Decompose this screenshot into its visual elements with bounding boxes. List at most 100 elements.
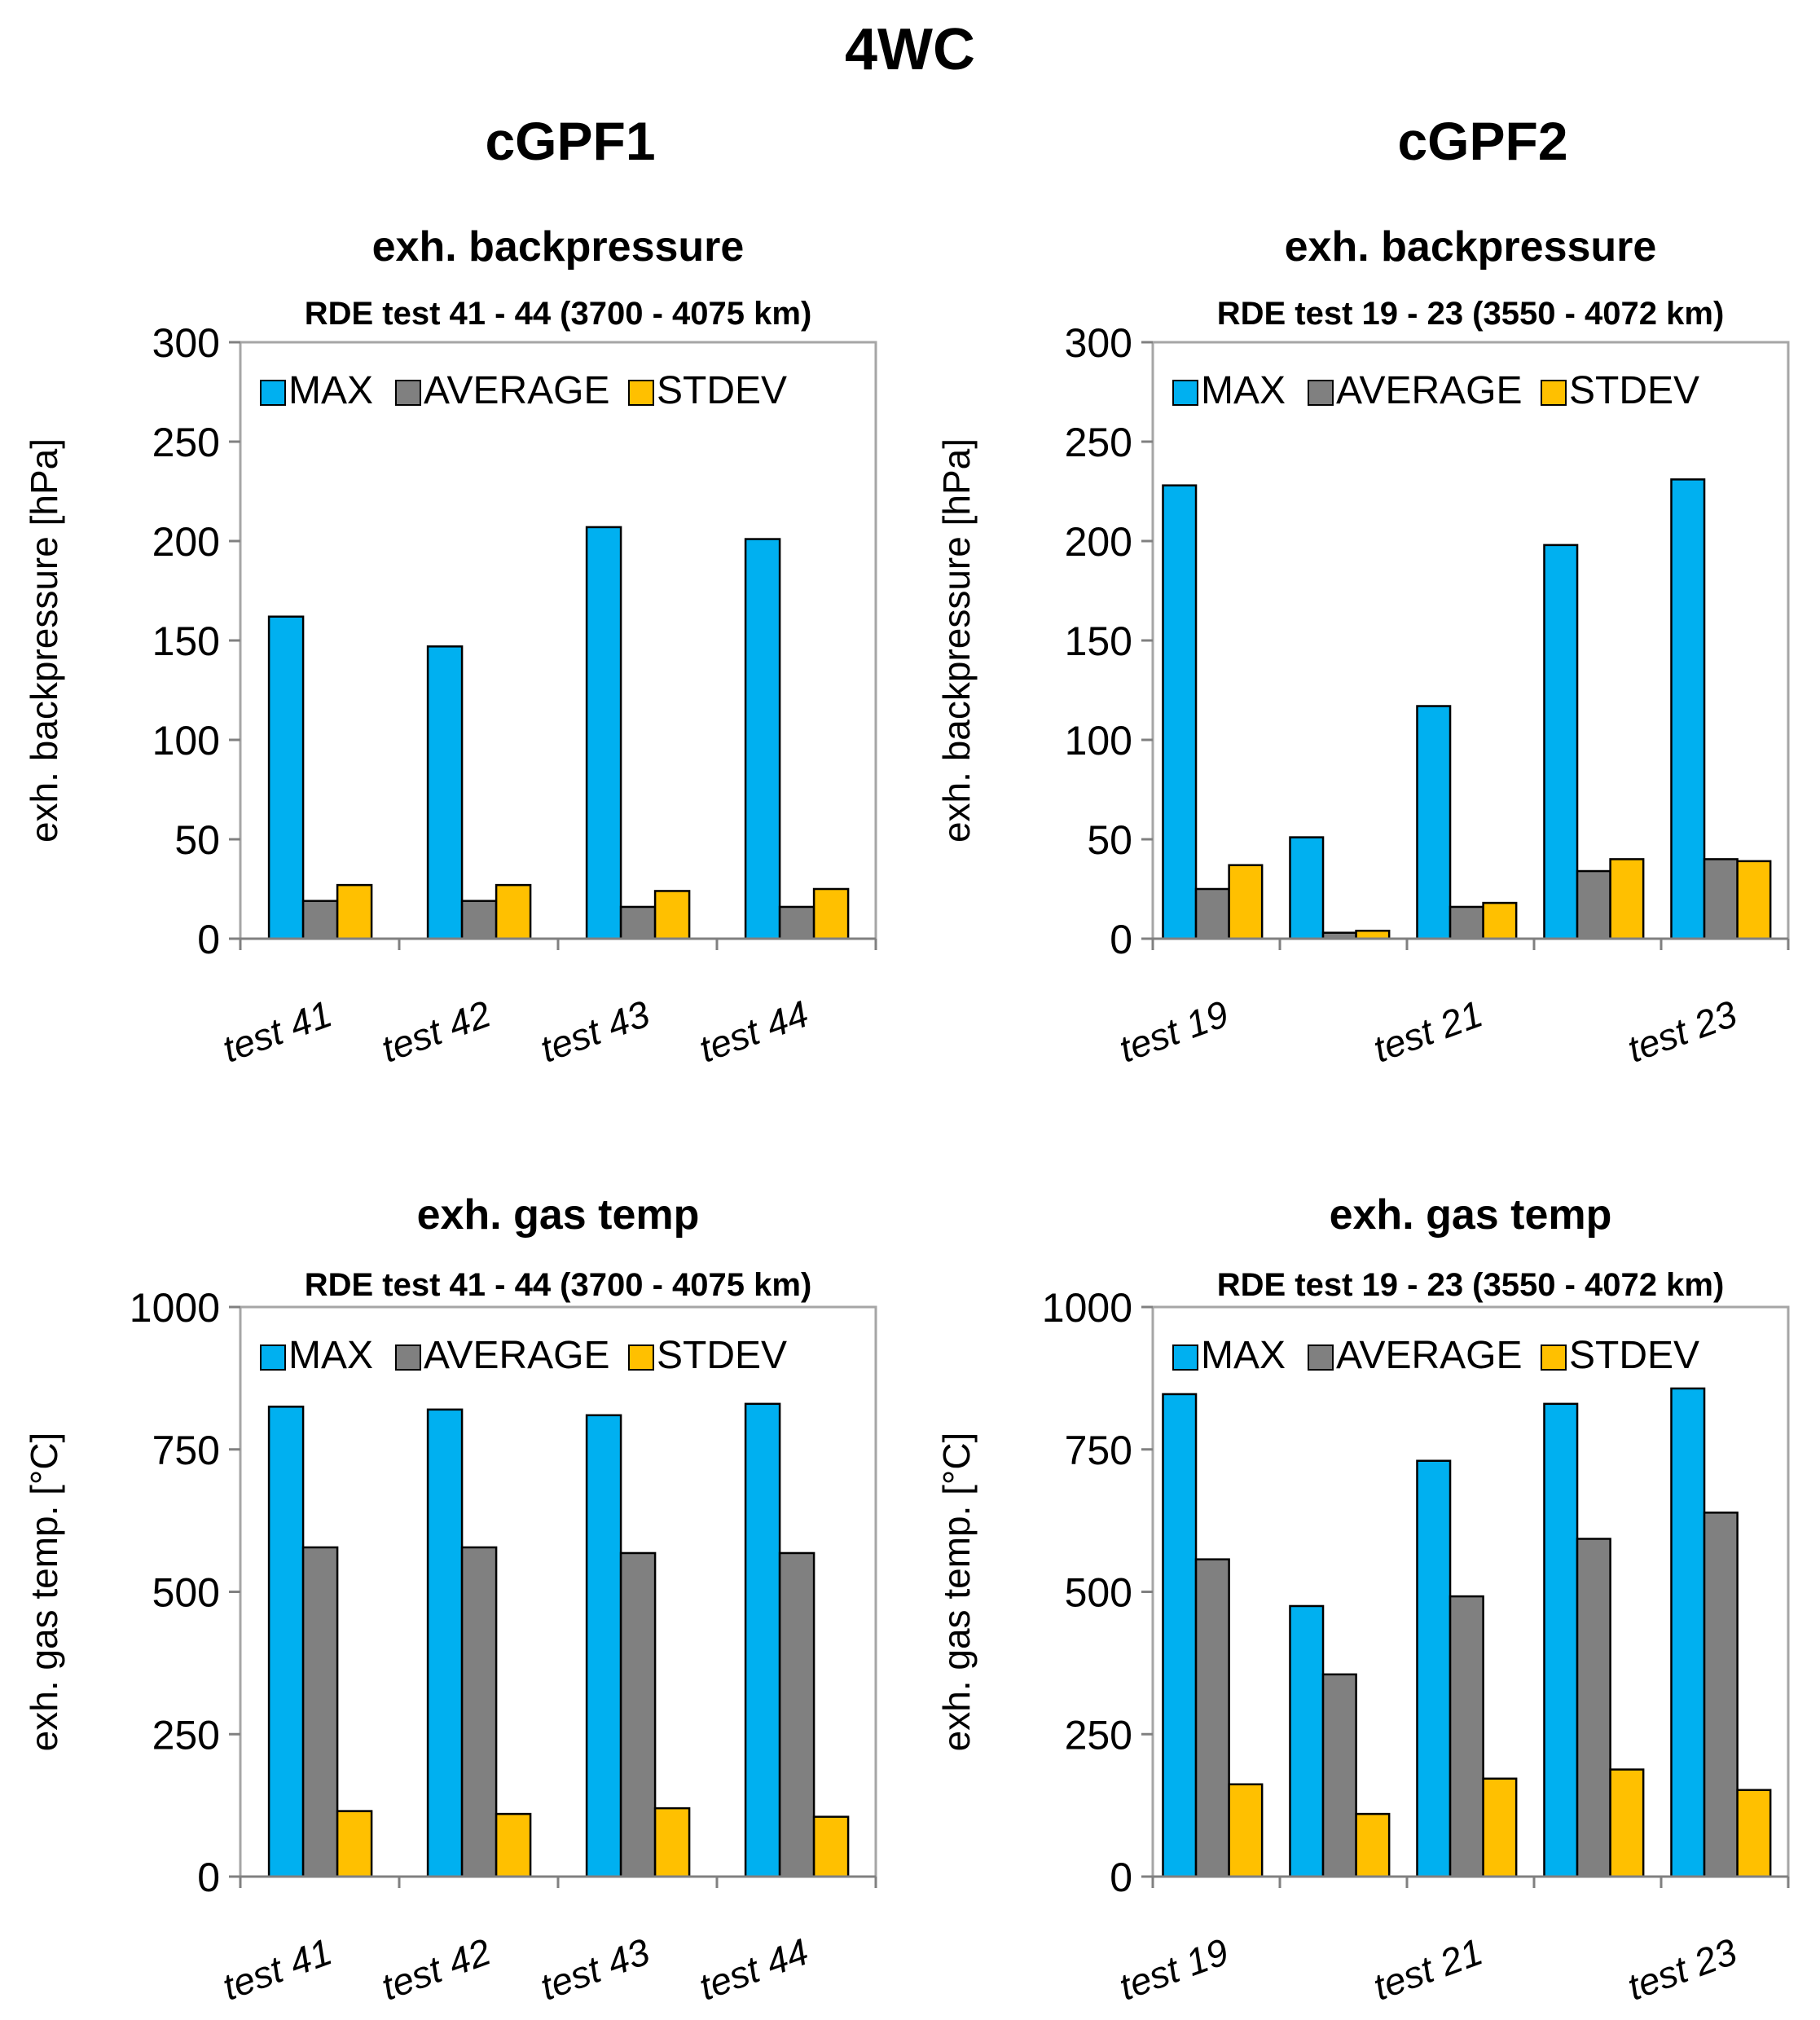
- bar-stdev-5: [1736, 860, 1772, 940]
- bar-stdev-3: [1482, 901, 1518, 940]
- bar-average-1: [1194, 1558, 1230, 1878]
- bar-average-3: [619, 905, 657, 940]
- bar-max-1: [267, 1406, 305, 1878]
- bar-max-4: [744, 1402, 781, 1878]
- bar-average-4: [1576, 869, 1611, 940]
- bar-max-3: [1416, 705, 1452, 940]
- y-axis-label: exh. gas temp. [°C]: [935, 1432, 978, 1752]
- column-title-cgpf1: cGPF1: [485, 111, 656, 171]
- y-tick-label: 100: [152, 718, 220, 764]
- bar-stdev-4: [812, 887, 850, 940]
- legend-swatch-max: [260, 1344, 286, 1371]
- y-tick-label: 250: [1065, 1712, 1132, 1758]
- y-axis-label: exh. backpressure [hPa]: [23, 438, 65, 843]
- x-tick-label: test 41: [217, 1930, 337, 2009]
- bar-average-3: [1449, 1595, 1484, 1878]
- legend-swatch-max: [1172, 1344, 1198, 1371]
- bar-average-5: [1703, 1512, 1739, 1878]
- bar-max-5: [1670, 1387, 1706, 1878]
- x-tick-label: test 43: [534, 1930, 655, 2008]
- bar-stdev-3: [653, 890, 691, 940]
- legend-swatch-average: [395, 1344, 421, 1371]
- y-tick-label: 50: [174, 817, 220, 863]
- legend-label-average: AVERAGE: [424, 1334, 610, 1377]
- legend-label-average: AVERAGE: [1336, 369, 1523, 412]
- y-tick-label: 100: [1065, 718, 1132, 764]
- bar-average-1: [301, 1546, 339, 1878]
- y-axis-label: exh. gas temp. [°C]: [23, 1432, 65, 1752]
- y-tick-label: 200: [1065, 519, 1132, 565]
- y-tick-label: 0: [197, 1855, 220, 1900]
- chart-2: exh. backpressure RDE test 19 - 23 (3550 …: [935, 223, 1790, 1071]
- bar-max-2: [426, 1408, 464, 1878]
- y-tick-label: 150: [152, 618, 220, 664]
- x-tick-label: test 23: [1622, 992, 1743, 1070]
- bar-average-3: [1449, 905, 1484, 940]
- bar-average-2: [1321, 1673, 1357, 1878]
- y-tick-label: 500: [152, 1570, 220, 1616]
- bar-average-3: [619, 1551, 657, 1878]
- legend-label-max: MAX: [288, 1334, 373, 1377]
- chart-title: exh. gas temp: [1330, 1191, 1612, 1239]
- chart-subtitle: RDE test 41 - 44 (3700 - 4075 km): [305, 296, 812, 332]
- bar-stdev-5: [1736, 1789, 1772, 1878]
- y-tick-label: 50: [1087, 817, 1132, 863]
- y-tick-label: 300: [1065, 320, 1132, 366]
- bar-stdev-1: [336, 1810, 373, 1878]
- chart-3: exh. gas temp RDE test 41 - 44 (3700 - 40…: [23, 1191, 877, 2009]
- bar-average-1: [301, 900, 339, 940]
- x-tick-label: test 44: [693, 1930, 814, 2009]
- page-title: 4WC: [845, 17, 975, 82]
- chart-title: exh. backpressure: [1285, 223, 1657, 271]
- chart-4: exh. gas temp RDE test 19 - 23 (3550 - 40…: [935, 1191, 1790, 2009]
- y-tick-label: 750: [1065, 1428, 1132, 1473]
- bar-max-1: [267, 615, 305, 940]
- x-tick-label: test 42: [376, 992, 496, 1071]
- bar-average-2: [460, 1546, 498, 1878]
- x-tick-label: test 41: [217, 992, 337, 1071]
- x-tick-label: test 44: [693, 992, 814, 1071]
- legend-swatch-stdev: [1541, 1344, 1567, 1371]
- legend-label-stdev: STDEV: [657, 1334, 787, 1377]
- legend-label-average: AVERAGE: [1336, 1334, 1523, 1377]
- bar-max-4: [744, 538, 781, 940]
- bar-average-1: [1194, 887, 1230, 940]
- bar-average-4: [1576, 1538, 1611, 1878]
- y-tick-label: 0: [197, 917, 220, 962]
- legend-swatch-max: [1172, 380, 1198, 406]
- legend-label-max: MAX: [1201, 369, 1286, 412]
- bar-stdev-2: [1355, 1812, 1391, 1878]
- bar-stdev-4: [812, 1815, 850, 1878]
- bar-max-2: [426, 645, 464, 940]
- y-tick-label: 1000: [1042, 1285, 1132, 1331]
- bar-max-1: [1162, 484, 1198, 940]
- y-tick-label: 0: [1110, 1855, 1132, 1900]
- x-tick-label: test 23: [1622, 1930, 1743, 2008]
- bar-max-5: [1670, 478, 1706, 940]
- chart-subtitle: RDE test 41 - 44 (3700 - 4075 km): [305, 1267, 812, 1303]
- legend-swatch-stdev: [1541, 380, 1567, 406]
- bar-max-3: [585, 526, 622, 940]
- x-tick-label: test 19: [1114, 992, 1234, 1071]
- bar-stdev-2: [495, 883, 532, 940]
- legend-swatch-average: [1308, 1344, 1334, 1371]
- bar-stdev-3: [653, 1807, 691, 1878]
- chart-subtitle: RDE test 19 - 23 (3550 - 4072 km): [1217, 296, 1725, 332]
- column-title-cgpf2: cGPF2: [1397, 111, 1568, 171]
- bar-max-2: [1289, 836, 1325, 940]
- x-tick-label: test 21: [1368, 992, 1488, 1071]
- legend-label-stdev: STDEV: [1569, 369, 1699, 412]
- chart-subtitle: RDE test 19 - 23 (3550 - 4072 km): [1217, 1267, 1725, 1303]
- y-axis-label: exh. backpressure [hPa]: [935, 438, 978, 843]
- bar-average-5: [1703, 858, 1739, 940]
- y-tick-label: 250: [1065, 420, 1132, 465]
- x-tick-label: test 21: [1368, 1930, 1488, 2009]
- legend-swatch-stdev: [628, 1344, 654, 1371]
- y-tick-label: 300: [152, 320, 220, 366]
- bar-average-4: [778, 1551, 815, 1878]
- bar-stdev-4: [1609, 858, 1645, 940]
- chart-title: exh. gas temp: [417, 1191, 700, 1239]
- y-tick-label: 200: [152, 519, 220, 565]
- chart-1: exh. backpressure RDE test 41 - 44 (3700 …: [23, 223, 877, 1071]
